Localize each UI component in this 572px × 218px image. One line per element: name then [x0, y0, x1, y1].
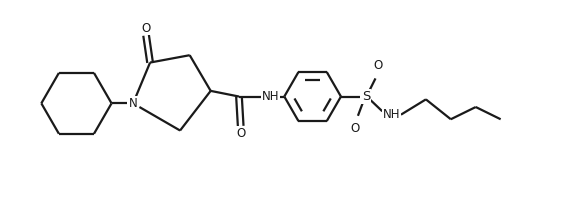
Text: NH: NH [383, 108, 400, 121]
Text: O: O [350, 122, 359, 135]
Text: S: S [362, 90, 370, 103]
Text: O: O [374, 60, 383, 72]
Text: N: N [129, 97, 137, 110]
Text: NH: NH [261, 90, 279, 103]
Text: O: O [141, 22, 151, 34]
Text: O: O [236, 127, 245, 140]
